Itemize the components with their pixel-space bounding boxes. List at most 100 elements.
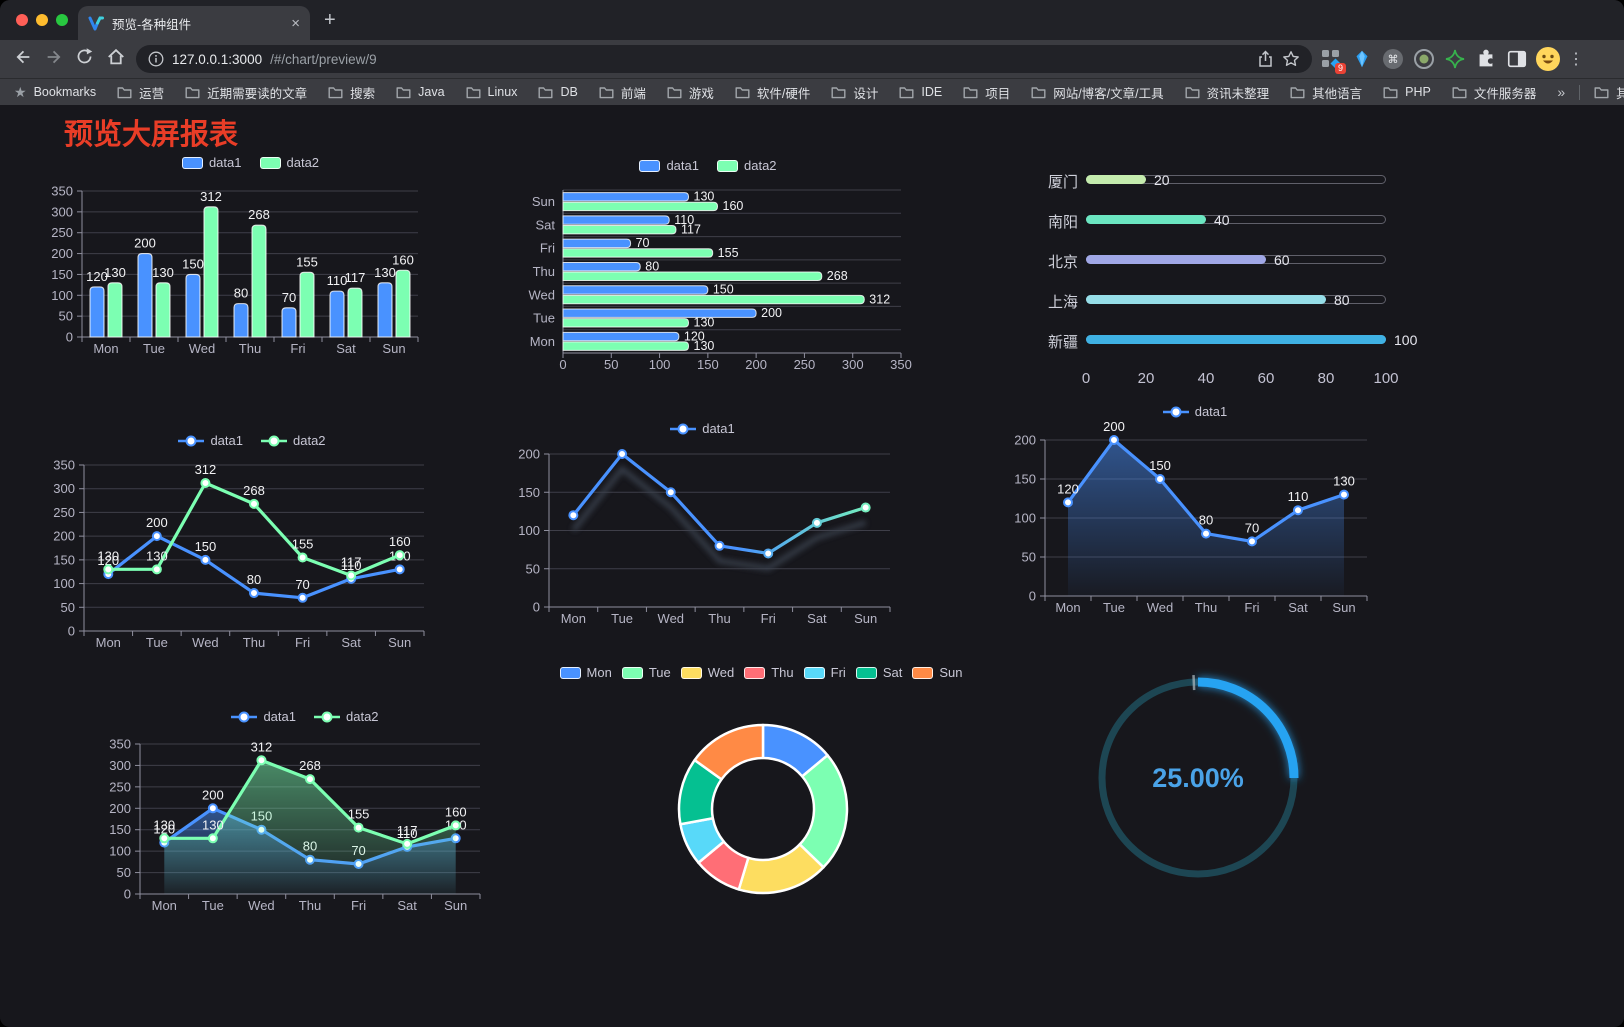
legend-item-data2[interactable]: data2 xyxy=(261,433,326,448)
data-point[interactable] xyxy=(714,540,725,551)
data-point[interactable] xyxy=(763,548,774,559)
legend-item-data1[interactable]: data1 xyxy=(639,158,699,173)
bookmark-folder[interactable]: 近期需要读的文章 xyxy=(185,83,307,102)
data-point[interactable] xyxy=(103,564,114,575)
bookmarks-label[interactable]: ★ Bookmarks xyxy=(14,83,97,100)
legend-item-data2[interactable]: data2 xyxy=(314,709,379,724)
hbar-data2-Tue[interactable] xyxy=(562,318,690,328)
record-extension-icon[interactable] xyxy=(1411,46,1437,72)
data-point[interactable] xyxy=(200,478,211,489)
data-point[interactable] xyxy=(665,487,676,498)
legend-item-data1[interactable]: data1 xyxy=(181,155,242,170)
gauge-chart[interactable]: 25.00% xyxy=(1085,665,1311,891)
legend-item-Wed[interactable]: Wed xyxy=(680,665,734,680)
data-point[interactable] xyxy=(1339,489,1349,500)
chart-svg[interactable]: 0 50 100 150 200 250 300 350 Mon Tue Wed Thu Fri Sat S… xyxy=(100,700,510,924)
gem-extension-icon[interactable] xyxy=(1349,46,1375,72)
minimize-window-button[interactable] xyxy=(36,14,48,26)
dual-area-chart[interactable]: 0 50 100 150 200 250 300 350 Mon Tue Wed Thu Fri Sat S… xyxy=(100,700,510,924)
new-tab-button[interactable]: + xyxy=(324,9,336,31)
legend-item-data1[interactable]: data1 xyxy=(1162,404,1227,419)
reload-icon[interactable] xyxy=(70,47,99,71)
data-point[interactable] xyxy=(207,803,218,814)
data-point[interactable] xyxy=(1109,435,1119,445)
hbar-data2-Wed[interactable] xyxy=(562,294,865,305)
data-point[interactable] xyxy=(249,588,259,599)
legend-item-Sun[interactable]: Sun xyxy=(912,665,962,680)
area-line-chart[interactable]: 0 50 100 150 200 Mon Tue Wed Thu Fri Sat Sun 120 200 1… xyxy=(995,396,1395,628)
bookmark-folder[interactable]: DB xyxy=(538,83,578,102)
bar-series-data2[interactable] xyxy=(107,206,411,338)
tab-close-icon[interactable]: × xyxy=(291,14,300,32)
hbar-data2-Sun[interactable] xyxy=(562,201,719,212)
bookmark-folder[interactable]: IDE xyxy=(899,83,942,102)
chart-svg[interactable]: 0 50 100 150 200 Mon Tue Wed Thu Fri Sat Sun 120 200 1… xyxy=(995,396,1395,628)
command-extension-icon[interactable]: ⌘ xyxy=(1380,46,1406,72)
bookmark-folder[interactable]: 文件服务器 xyxy=(1452,83,1536,102)
bookmark-folder[interactable]: Java xyxy=(396,83,445,102)
data-point[interactable] xyxy=(394,550,405,561)
bookmark-folder[interactable]: 资讯未整理 xyxy=(1185,83,1269,102)
data-point[interactable] xyxy=(1155,474,1165,484)
data-point[interactable] xyxy=(151,564,162,575)
chart-svg[interactable]: 25.00% xyxy=(1085,665,1311,891)
data-point[interactable] xyxy=(200,554,211,565)
home-icon[interactable] xyxy=(101,47,130,72)
legend-item-data1[interactable]: data1 xyxy=(670,421,735,436)
hbar-data1-Sat[interactable] xyxy=(562,215,670,225)
forward-icon[interactable] xyxy=(39,47,68,72)
legend-item-Mon[interactable]: Mon xyxy=(559,665,612,680)
hbar-data1-Thu[interactable] xyxy=(562,261,641,272)
data-point[interactable] xyxy=(151,531,162,542)
bookmark-folder[interactable]: 网站/博客/文章/工具 xyxy=(1031,83,1164,102)
hbar-data2-Mon[interactable] xyxy=(562,341,690,351)
hbar-data2-Fri[interactable] xyxy=(562,248,714,258)
hbar-data2-Sat[interactable] xyxy=(562,224,677,235)
hbar-data1-Mon[interactable] xyxy=(562,331,680,342)
horizontal-bar-chart[interactable]: 0 50 100 150 200 250 300 350 Sun 130 160 Sat 110 117 F… xyxy=(503,150,913,376)
hbar-data1-Wed[interactable] xyxy=(562,285,709,295)
bar-series-data1[interactable] xyxy=(89,253,393,338)
side-panel-icon[interactable] xyxy=(1504,46,1530,72)
bookmark-folder[interactable]: Linux xyxy=(466,83,517,102)
data-point[interactable] xyxy=(1201,528,1211,539)
data-point[interactable] xyxy=(1293,505,1303,516)
data-point[interactable] xyxy=(346,570,357,581)
bookmark-star-icon[interactable] xyxy=(1282,50,1300,68)
pie-slice-Sun[interactable] xyxy=(693,723,765,781)
green-star-extension-icon[interactable] xyxy=(1442,46,1468,72)
data-point[interactable] xyxy=(297,592,308,603)
legend-item-data2[interactable]: data2 xyxy=(717,158,777,173)
data-point[interactable] xyxy=(811,517,822,528)
data-point[interactable] xyxy=(1063,497,1073,508)
data-point[interactable] xyxy=(450,820,461,831)
data-point[interactable] xyxy=(568,510,579,521)
data-point[interactable] xyxy=(1247,536,1257,547)
chart-svg[interactable]: 0 50 100 150 200 250 300 350 Mon Tue Wed Thu Fri Sat S… xyxy=(38,147,463,369)
hbar-data1-Tue[interactable] xyxy=(562,308,757,318)
bookmark-folder[interactable]: 其他语言 xyxy=(1290,83,1362,102)
data-point[interactable] xyxy=(617,449,628,459)
hbar-data2-Thu[interactable] xyxy=(562,271,823,281)
zoom-window-button[interactable] xyxy=(56,14,68,26)
progress-bar-chart[interactable]: 厦门 20 南阳 40 北京 60 上海 80 新疆 100 0 20 40 60 80 100 xyxy=(1000,150,1420,395)
hbar-data1-Fri[interactable] xyxy=(562,238,632,249)
data-point[interactable] xyxy=(305,774,315,785)
close-window-button[interactable] xyxy=(16,14,28,26)
data-point[interactable] xyxy=(402,838,413,849)
profile-avatar[interactable] xyxy=(1535,46,1561,72)
legend-item-data2[interactable]: data2 xyxy=(259,155,319,170)
bookmark-folder[interactable]: 前端 xyxy=(599,83,646,102)
other-bookmarks[interactable]: 其他书签 xyxy=(1594,83,1624,102)
bookmarks-overflow-icon[interactable]: » xyxy=(1557,84,1566,100)
legend-item-Thu[interactable]: Thu xyxy=(744,665,794,680)
browser-tab[interactable]: 预览-各种组件 × xyxy=(78,6,310,40)
bookmark-folder[interactable]: 设计 xyxy=(831,83,878,102)
grouped-bar-chart[interactable]: 0 50 100 150 200 250 300 350 Mon Tue Wed Thu Fri Sat S… xyxy=(38,147,463,369)
dual-line-chart[interactable]: 0 50 100 150 200 250 300 350 Mon Tue Wed Thu Fri Sat S… xyxy=(36,425,468,659)
bookmark-folder[interactable]: 运营 xyxy=(117,83,164,102)
site-info-icon[interactable] xyxy=(148,51,164,67)
legend-item-data1[interactable]: data1 xyxy=(178,433,243,448)
bookmark-folder[interactable]: 软件/硬件 xyxy=(735,83,810,102)
